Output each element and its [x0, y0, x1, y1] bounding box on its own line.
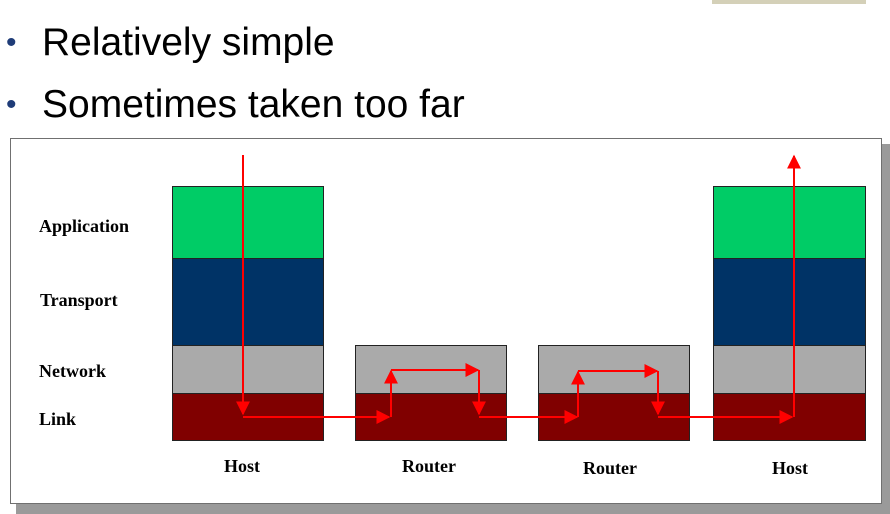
layer-label-network: Network [39, 361, 106, 381]
host1-transport-layer [172, 258, 324, 346]
layer-label-transport: Transport [40, 290, 118, 310]
bullet-dot-icon: • [6, 26, 17, 59]
bullet-text: Sometimes taken too far [42, 83, 465, 126]
router2-network-layer [538, 345, 690, 394]
host2-transport-layer [713, 258, 866, 346]
device-label-host: Host [772, 458, 808, 478]
bullet-item: • Sometimes taken too far [6, 74, 465, 136]
layer-label-link: Link [39, 409, 77, 429]
bullet-dot-icon: • [6, 88, 17, 121]
bullet-item: • Relatively simple [6, 12, 465, 74]
device-label-router: Router [402, 456, 456, 476]
bullet-list: • Relatively simple • Sometimes taken to… [6, 12, 465, 136]
slide-top-accent-bar [712, 0, 866, 4]
bullet-text: Relatively simple [42, 21, 335, 64]
device-label-host: Host [224, 456, 260, 476]
device-label-router: Router [583, 458, 637, 478]
layer-label-application: Application [39, 216, 130, 236]
